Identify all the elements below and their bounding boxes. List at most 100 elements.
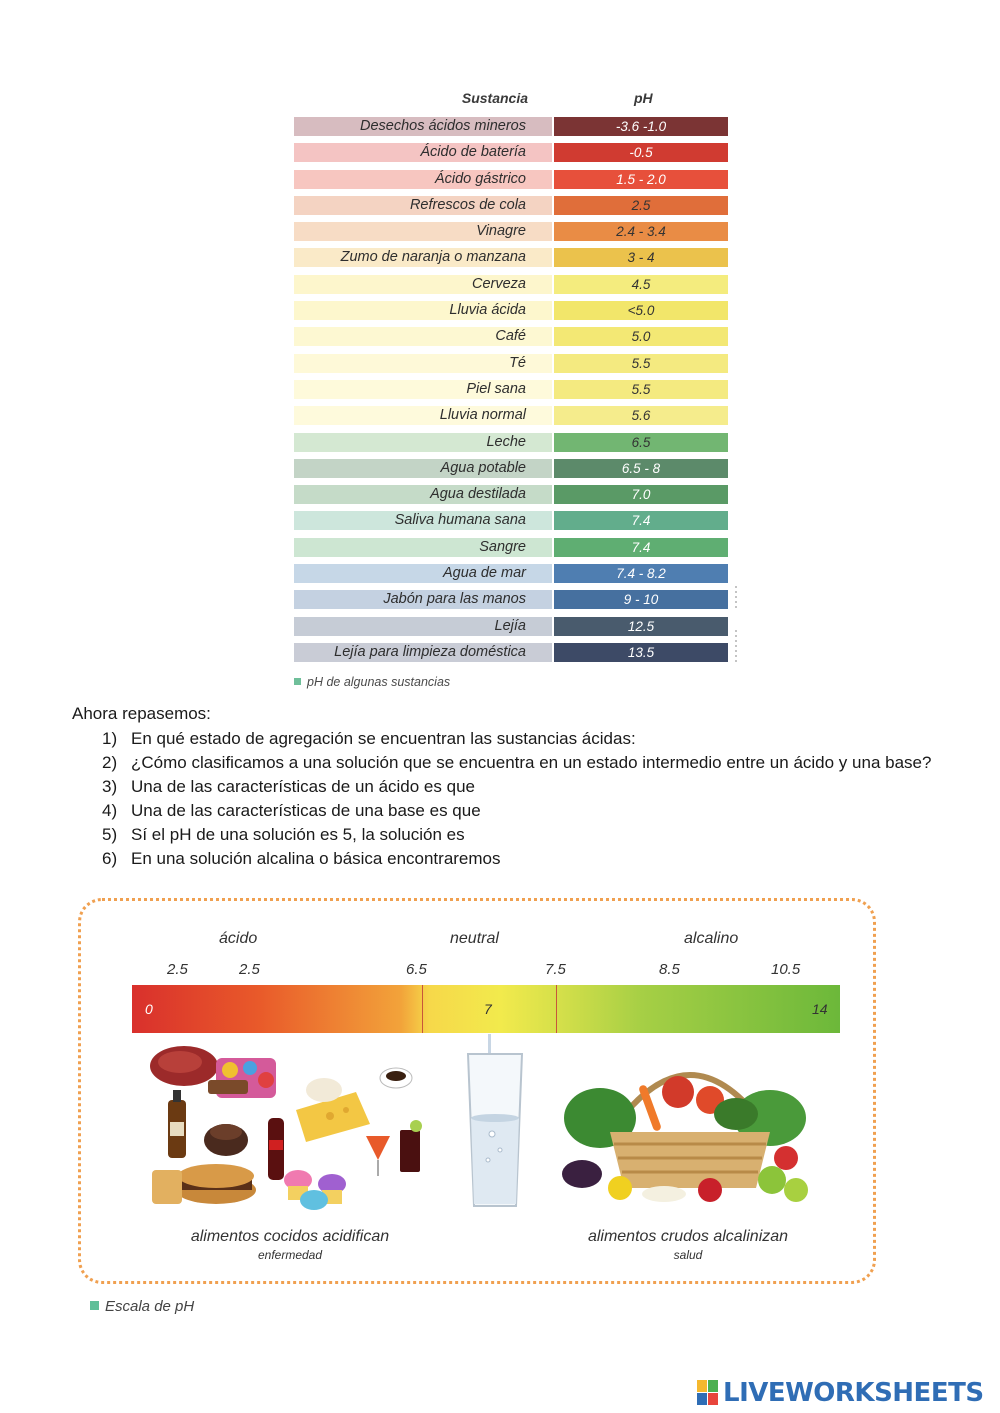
ph-value: <5.0 xyxy=(554,301,728,321)
zone-acid-label: ácido xyxy=(219,930,258,947)
ph-value: -0.5 xyxy=(554,143,728,163)
table-row: Desechos ácidos mineros -3.6 -1.0 xyxy=(294,114,730,140)
water-glass-illustration xyxy=(466,1034,524,1207)
vegetable-basket-illustration xyxy=(562,1072,808,1202)
tick-label: 2.5 xyxy=(239,961,260,978)
ph-gradient-bar: 0 7 14 xyxy=(132,985,840,1033)
bar-number-middle: 7 xyxy=(484,1001,492,1017)
ph-value: 4.5 xyxy=(554,274,728,294)
ph-value: 1.5 - 2.0 xyxy=(554,169,728,189)
ph-value: 7.0 xyxy=(554,485,728,505)
substance-name: Lejía para limpieza doméstica xyxy=(294,642,552,662)
table-row: Agua potable 6.5 - 8 xyxy=(294,456,730,482)
caption-square-icon xyxy=(294,678,301,685)
ph-value: 2.4 - 3.4 xyxy=(554,222,728,242)
tick-label: 10.5 xyxy=(771,961,801,978)
ph-value: 12.5 xyxy=(554,616,728,636)
substance-name: Ácido gástrico xyxy=(294,169,552,189)
table-row: Agua de mar 7.4 - 8.2 xyxy=(294,561,730,587)
question-text: ¿Cómo clasificamos a una solución que se… xyxy=(131,753,932,772)
ph-value: 6.5 xyxy=(554,432,728,452)
question-item: 1) En qué estado de agregación se encuent… xyxy=(72,727,962,751)
table-row: Ácido de batería -0.5 xyxy=(294,140,730,166)
table-row: Lluvia normal 5.6 xyxy=(294,403,730,429)
alkaline-foods-label: alimentos crudos alcalinizan xyxy=(587,1228,789,1245)
question-number: 4) xyxy=(102,801,118,820)
table-row: Refrescos de cola 2.5 xyxy=(294,193,730,219)
logo-text: LIVEWORKSHEETS xyxy=(723,1378,984,1408)
table-body: Desechos ácidos mineros -3.6 -1.0 Ácido de… xyxy=(294,114,730,666)
substance-name: Cerveza xyxy=(294,274,552,294)
substance-name: Ácido de batería xyxy=(294,143,552,163)
ph-value: 9 - 10 xyxy=(554,590,728,610)
question-item: 2) ¿Cómo clasificamos a una solución que … xyxy=(72,751,962,775)
substance-name: Sangre xyxy=(294,537,552,557)
ph-value: 6.5 - 8 xyxy=(554,458,728,478)
question-number: 3) xyxy=(102,777,118,796)
bar-number-end: 14 xyxy=(812,1001,828,1017)
ph-value: 2.5 xyxy=(554,195,728,215)
substance-name: Leche xyxy=(294,432,552,452)
substance-name: Zumo de naranja o manzana xyxy=(294,248,552,268)
edge-marks xyxy=(735,586,737,662)
substance-name: Agua destilada xyxy=(294,485,552,505)
substance-name: Agua de mar xyxy=(294,564,552,584)
ph-value: 3 - 4 xyxy=(554,248,728,268)
substance-name: Jabón para las manos xyxy=(294,590,552,610)
question-item: 3) Una de las características de un ácido… xyxy=(72,775,962,799)
review-section: Ahora repasemos: 1) En qué estado de agre… xyxy=(72,702,962,871)
header-ph: pH xyxy=(634,90,653,106)
acid-foods-sub: enfermedad xyxy=(257,1248,323,1262)
table-row: Café 5.0 xyxy=(294,324,730,350)
substance-name: Refrescos de cola xyxy=(294,195,552,215)
ph-value: 13.5 xyxy=(554,642,728,662)
header-substance: Sustancia xyxy=(461,90,528,106)
bar-divider xyxy=(422,985,423,1033)
substance-name: Café xyxy=(294,327,552,347)
ph-value: 7.4 xyxy=(554,537,728,557)
substance-name: Vinagre xyxy=(294,222,552,242)
table-row: Leche 6.5 xyxy=(294,430,730,456)
tick-label: 8.5 xyxy=(659,961,680,978)
question-number: 6) xyxy=(102,849,118,868)
ph-scale-box xyxy=(78,898,876,1284)
ph-value: 5.5 xyxy=(554,353,728,373)
question-item: 4) Una de las características de una base… xyxy=(72,799,962,823)
ph-value: 7.4 xyxy=(554,511,728,531)
ph-value: 7.4 - 8.2 xyxy=(554,564,728,584)
question-text: Sí el pH de una solución es 5, la soluci… xyxy=(131,825,465,844)
ph-value: -3.6 -1.0 xyxy=(554,117,728,136)
question-number: 2) xyxy=(102,753,118,772)
tick-label: 2.5 xyxy=(167,961,188,978)
table-row: Saliva humana sana 7.4 xyxy=(294,508,730,534)
zone-neutral-label: neutral xyxy=(450,930,499,947)
table-row: Té 5.5 xyxy=(294,351,730,377)
ph-value: 5.0 xyxy=(554,327,728,347)
table-row: Jabón para las manos 9 - 10 xyxy=(294,587,730,613)
acid-foods-label: alimentos cocidos acidifican xyxy=(190,1228,390,1245)
table-header: Sustancia pH xyxy=(294,86,730,114)
substance-name: Piel sana xyxy=(294,379,552,399)
scale-caption: Escala de pH xyxy=(90,1298,194,1315)
question-text: En una solución alcalina o básica encont… xyxy=(131,849,501,868)
ph-value: 5.6 xyxy=(554,406,728,426)
substance-name: Saliva humana sana xyxy=(294,511,552,531)
table-row: Ácido gástrico 1.5 - 2.0 xyxy=(294,167,730,193)
review-intro: Ahora repasemos: xyxy=(72,704,211,723)
liveworksheets-logo: LIVEWORKSHEETS xyxy=(697,1376,984,1410)
caption-square-icon xyxy=(90,1301,99,1310)
question-item: 6) En una solución alcalina o básica enco… xyxy=(72,847,962,871)
substance-name: Desechos ácidos mineros xyxy=(294,117,552,136)
question-list: 1) En qué estado de agregación se encuent… xyxy=(72,727,962,871)
table-caption: pH de algunas sustancias xyxy=(294,675,450,689)
liveworksheets-logo-icon xyxy=(697,1380,718,1405)
table-row: Piel sana 5.5 xyxy=(294,377,730,403)
ph-value: 5.5 xyxy=(554,379,728,399)
table-row: Lejía 12.5 xyxy=(294,614,730,640)
tick-label: 7.5 xyxy=(545,961,566,978)
table-row: Vinagre 2.4 - 3.4 xyxy=(294,219,730,245)
substance-name: Lluvia normal xyxy=(294,406,552,426)
table-row: Lejía para limpieza doméstica 13.5 xyxy=(294,640,730,666)
question-number: 5) xyxy=(102,825,118,844)
question-item: 5) Sí el pH de una solución es 5, la solu… xyxy=(72,823,962,847)
